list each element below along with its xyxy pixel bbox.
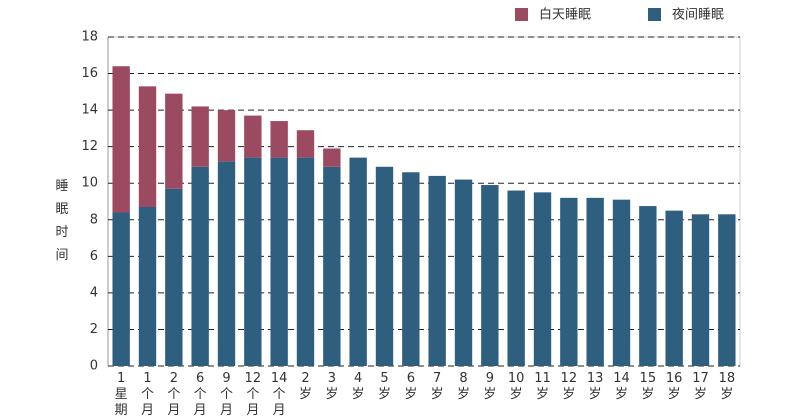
- y-tick-label: 18: [81, 30, 98, 45]
- bar-segment: [112, 66, 130, 213]
- y-tick-label: 0: [90, 359, 98, 374]
- bar-segment: [507, 190, 525, 366]
- x-tick-label: 2 个月: [167, 371, 180, 416]
- bar-segment: [533, 192, 552, 366]
- bar-segment: [323, 148, 341, 167]
- x-tick-label: 17 岁: [692, 371, 709, 402]
- bar-segment: [244, 157, 262, 366]
- x-tick-label: 16 岁: [666, 371, 683, 402]
- x-tick-label: 14 岁: [613, 371, 630, 402]
- bar-segment: [112, 212, 130, 366]
- bar-segment: [718, 214, 736, 366]
- bar-segment: [481, 185, 499, 366]
- bar-segment: [138, 206, 157, 366]
- bar-segment: [138, 86, 157, 207]
- x-tick-label: 6 个月: [194, 371, 207, 416]
- bar-segment: [375, 166, 394, 366]
- bar-segment: [349, 157, 367, 366]
- bar-segment: [217, 161, 236, 366]
- legend-swatch: [515, 8, 528, 21]
- y-tick-label: 14: [81, 103, 98, 118]
- y-tick-label: 10: [81, 176, 98, 191]
- x-tick-label: 12 个月: [245, 371, 262, 416]
- y-tick-label: 2: [90, 322, 98, 337]
- x-tick-label: 9 个月: [220, 371, 233, 416]
- y-axis-label: 睡眠时间: [55, 179, 68, 263]
- y-tick-label: 4: [90, 285, 98, 300]
- x-tick-label: 13 岁: [587, 371, 604, 402]
- bar-segment: [165, 188, 183, 366]
- bar-segment: [165, 93, 183, 189]
- bar-segment: [270, 121, 288, 158]
- x-tick-label: 12 岁: [561, 371, 578, 402]
- bar-segment: [191, 106, 209, 167]
- bar-segment: [270, 157, 288, 366]
- bar-segment: [428, 175, 446, 366]
- bar-segment: [639, 206, 657, 366]
- bar-segment: [454, 179, 473, 366]
- x-tick-label: 10 岁: [508, 371, 525, 402]
- bar-segment: [691, 214, 710, 366]
- y-tick-label: 16: [81, 66, 98, 81]
- bar-segment: [586, 197, 604, 366]
- x-tick-label: 11 岁: [534, 371, 551, 402]
- y-tick-label: 6: [90, 249, 98, 264]
- y-tick-label: 8: [90, 212, 98, 227]
- bar-segment: [323, 166, 341, 366]
- bar-segment: [560, 197, 578, 366]
- bar-segment: [612, 199, 631, 366]
- x-tick-label: 14 个月: [271, 371, 288, 416]
- bar-segment: [402, 172, 420, 366]
- bar-segment: [217, 110, 236, 162]
- bar-segment: [191, 166, 209, 366]
- bar-segment: [244, 115, 262, 158]
- x-tick-label: 1 星期: [115, 371, 128, 416]
- bar-segment: [296, 157, 315, 366]
- x-tick-label: 1 个月: [141, 371, 154, 416]
- bar-segment: [296, 130, 315, 158]
- legend-swatch: [648, 8, 661, 21]
- x-tick-label: 15 岁: [640, 371, 657, 402]
- y-tick-label: 12: [81, 139, 98, 154]
- legend-label: 夜间睡眠: [672, 8, 724, 23]
- legend-label: 白天睡眠: [539, 7, 591, 23]
- x-tick-label: 18 岁: [719, 371, 736, 402]
- bar-segment: [665, 210, 683, 366]
